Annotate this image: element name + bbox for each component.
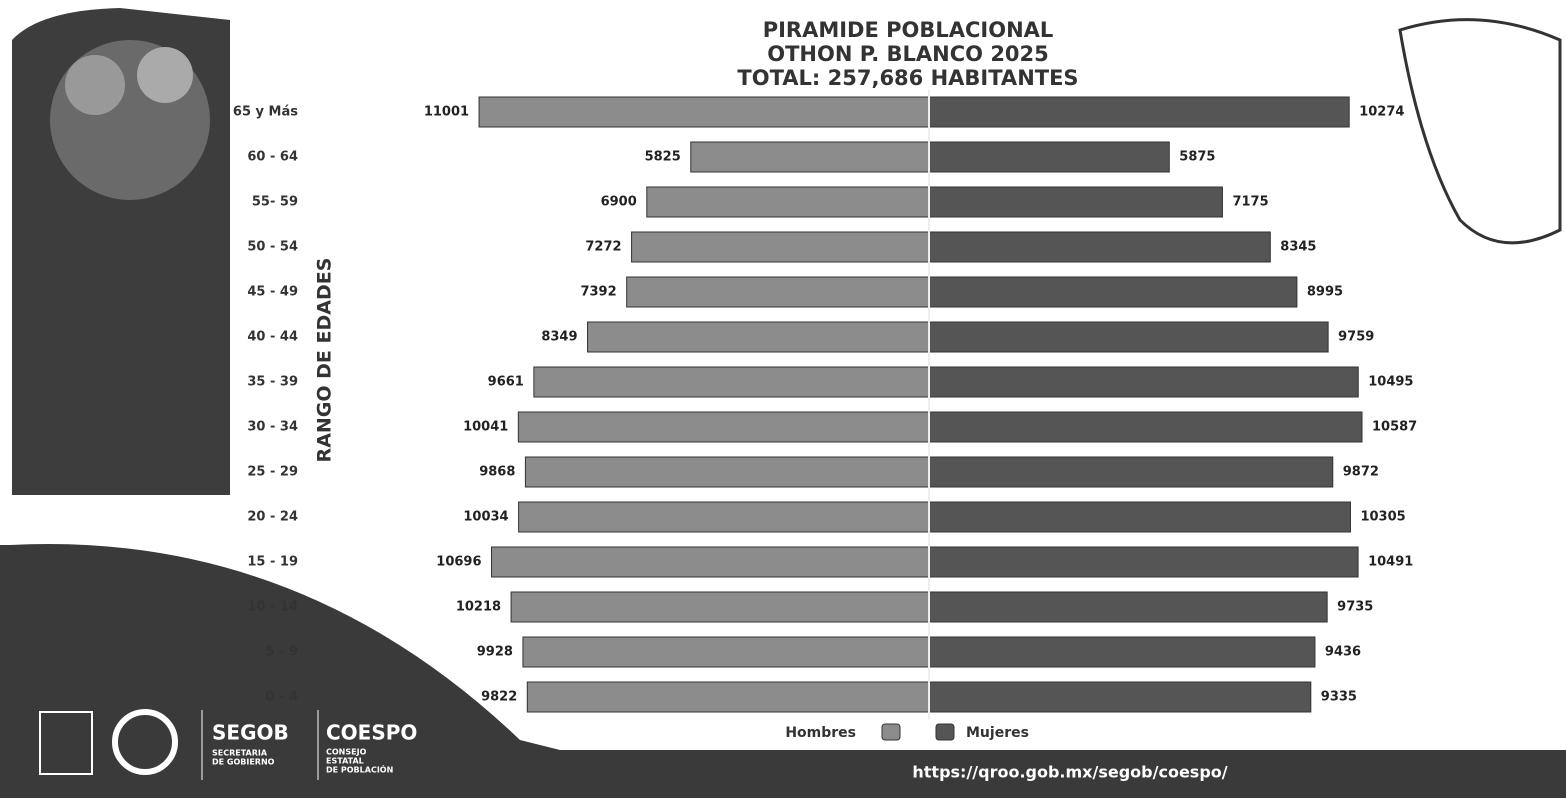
bar bbox=[928, 456, 1334, 488]
y-tick-label: 5 - 9 bbox=[265, 645, 298, 660]
bar bbox=[533, 366, 930, 398]
legend-label: Hombres bbox=[785, 725, 856, 741]
coespo-sub: ESTATAL bbox=[326, 757, 364, 766]
segob-sub: SECRETARIA bbox=[212, 749, 268, 758]
y-tick-label: 35 - 39 bbox=[247, 375, 298, 390]
value-label: 10696 bbox=[436, 555, 481, 570]
bar bbox=[928, 321, 1329, 353]
value-label: 10495 bbox=[1368, 375, 1413, 390]
bar bbox=[518, 501, 930, 533]
decor-face bbox=[137, 47, 193, 103]
value-label: 9928 bbox=[477, 645, 513, 660]
value-label: 9759 bbox=[1338, 330, 1374, 345]
footer-logos: SEGOB SECRETARIA DE GOBIERNO COESPO CONS… bbox=[39, 709, 1228, 782]
chart-title: PIRAMIDE POBLACIONAL bbox=[763, 18, 1054, 42]
bar bbox=[690, 141, 930, 173]
value-label: 8995 bbox=[1307, 285, 1343, 300]
bar bbox=[517, 411, 930, 443]
bar bbox=[928, 276, 1298, 308]
value-label: 8345 bbox=[1280, 240, 1316, 255]
decor-face bbox=[65, 55, 125, 115]
bar bbox=[478, 96, 930, 128]
bar bbox=[928, 636, 1316, 668]
bar bbox=[928, 366, 1359, 398]
chart-title: TOTAL: 257,686 HABITANTES bbox=[737, 66, 1078, 90]
y-tick-label: 30 - 34 bbox=[247, 420, 298, 435]
value-label: 10034 bbox=[463, 510, 508, 525]
value-label: 9335 bbox=[1321, 690, 1357, 705]
y-tick-label: 0 - 4 bbox=[265, 690, 298, 705]
value-label: 10587 bbox=[1372, 420, 1417, 435]
bar bbox=[928, 186, 1223, 218]
value-label: 5875 bbox=[1179, 150, 1215, 165]
coespo-sub: DE POBLACIÓN bbox=[326, 764, 393, 775]
value-label: 9822 bbox=[481, 690, 517, 705]
y-tick-label: 55- 59 bbox=[252, 195, 298, 210]
bar bbox=[928, 591, 1328, 623]
decor-footer bbox=[0, 544, 1566, 798]
y-tick-label: 20 - 24 bbox=[247, 510, 298, 525]
bar bbox=[526, 681, 930, 713]
bar bbox=[626, 276, 930, 308]
value-label: 10274 bbox=[1359, 105, 1404, 120]
segob: SEGOB bbox=[212, 721, 289, 745]
value-label: 5825 bbox=[645, 150, 681, 165]
value-label: 9868 bbox=[479, 465, 515, 480]
bar bbox=[646, 186, 930, 218]
value-label: 10491 bbox=[1368, 555, 1413, 570]
y-tick-label: 15 - 19 bbox=[247, 555, 298, 570]
y-tick-label: 25 - 29 bbox=[247, 465, 298, 480]
value-label: 7392 bbox=[580, 285, 616, 300]
chart-title: OTHON P. BLANCO 2025 bbox=[767, 42, 1049, 66]
bar bbox=[524, 456, 930, 488]
y-tick-label: 40 - 44 bbox=[247, 330, 298, 345]
y-tick-label: 60 - 64 bbox=[247, 150, 298, 165]
bar bbox=[928, 96, 1350, 128]
value-label: 11001 bbox=[424, 105, 469, 120]
bar bbox=[522, 636, 930, 668]
value-label: 7272 bbox=[585, 240, 621, 255]
bar bbox=[928, 546, 1359, 578]
value-label: 9436 bbox=[1325, 645, 1361, 660]
value-label: 9735 bbox=[1337, 600, 1373, 615]
value-label: 9661 bbox=[488, 375, 524, 390]
segob-sub: DE GOBIERNO bbox=[212, 758, 275, 767]
y-tick-label: 65 y Más bbox=[233, 105, 298, 120]
bar bbox=[491, 546, 930, 578]
legend-swatch bbox=[935, 723, 955, 741]
value-label: 9872 bbox=[1343, 465, 1379, 480]
bar bbox=[928, 411, 1363, 443]
logo-shield bbox=[39, 711, 93, 775]
bar bbox=[631, 231, 930, 263]
legend-label: Mujeres bbox=[966, 725, 1029, 741]
y-tick-label: 45 - 49 bbox=[247, 285, 298, 300]
y-tick-label: 50 - 54 bbox=[247, 240, 298, 255]
url[interactable]: https://qroo.gob.mx/segob/coespo/ bbox=[912, 763, 1227, 782]
value-label: 7175 bbox=[1232, 195, 1268, 210]
coespo: COESPO bbox=[326, 721, 417, 745]
value-label: 10041 bbox=[463, 420, 508, 435]
y-axis-label: RANGO DE EDADES bbox=[314, 258, 336, 463]
y-tick-label: 10 - 14 bbox=[247, 600, 298, 615]
logo-q bbox=[112, 709, 178, 775]
bar bbox=[510, 591, 930, 623]
value-label: 10218 bbox=[456, 600, 501, 615]
legend-swatch bbox=[881, 723, 901, 741]
value-label: 6900 bbox=[601, 195, 637, 210]
decor-glyph bbox=[1398, 18, 1562, 245]
value-label: 8349 bbox=[541, 330, 577, 345]
bar bbox=[587, 321, 930, 353]
bar bbox=[928, 501, 1351, 533]
bar bbox=[928, 231, 1271, 263]
value-label: 10305 bbox=[1360, 510, 1405, 525]
bar bbox=[928, 141, 1170, 173]
bar bbox=[928, 681, 1312, 713]
coespo-sub: CONSEJO bbox=[326, 748, 367, 757]
